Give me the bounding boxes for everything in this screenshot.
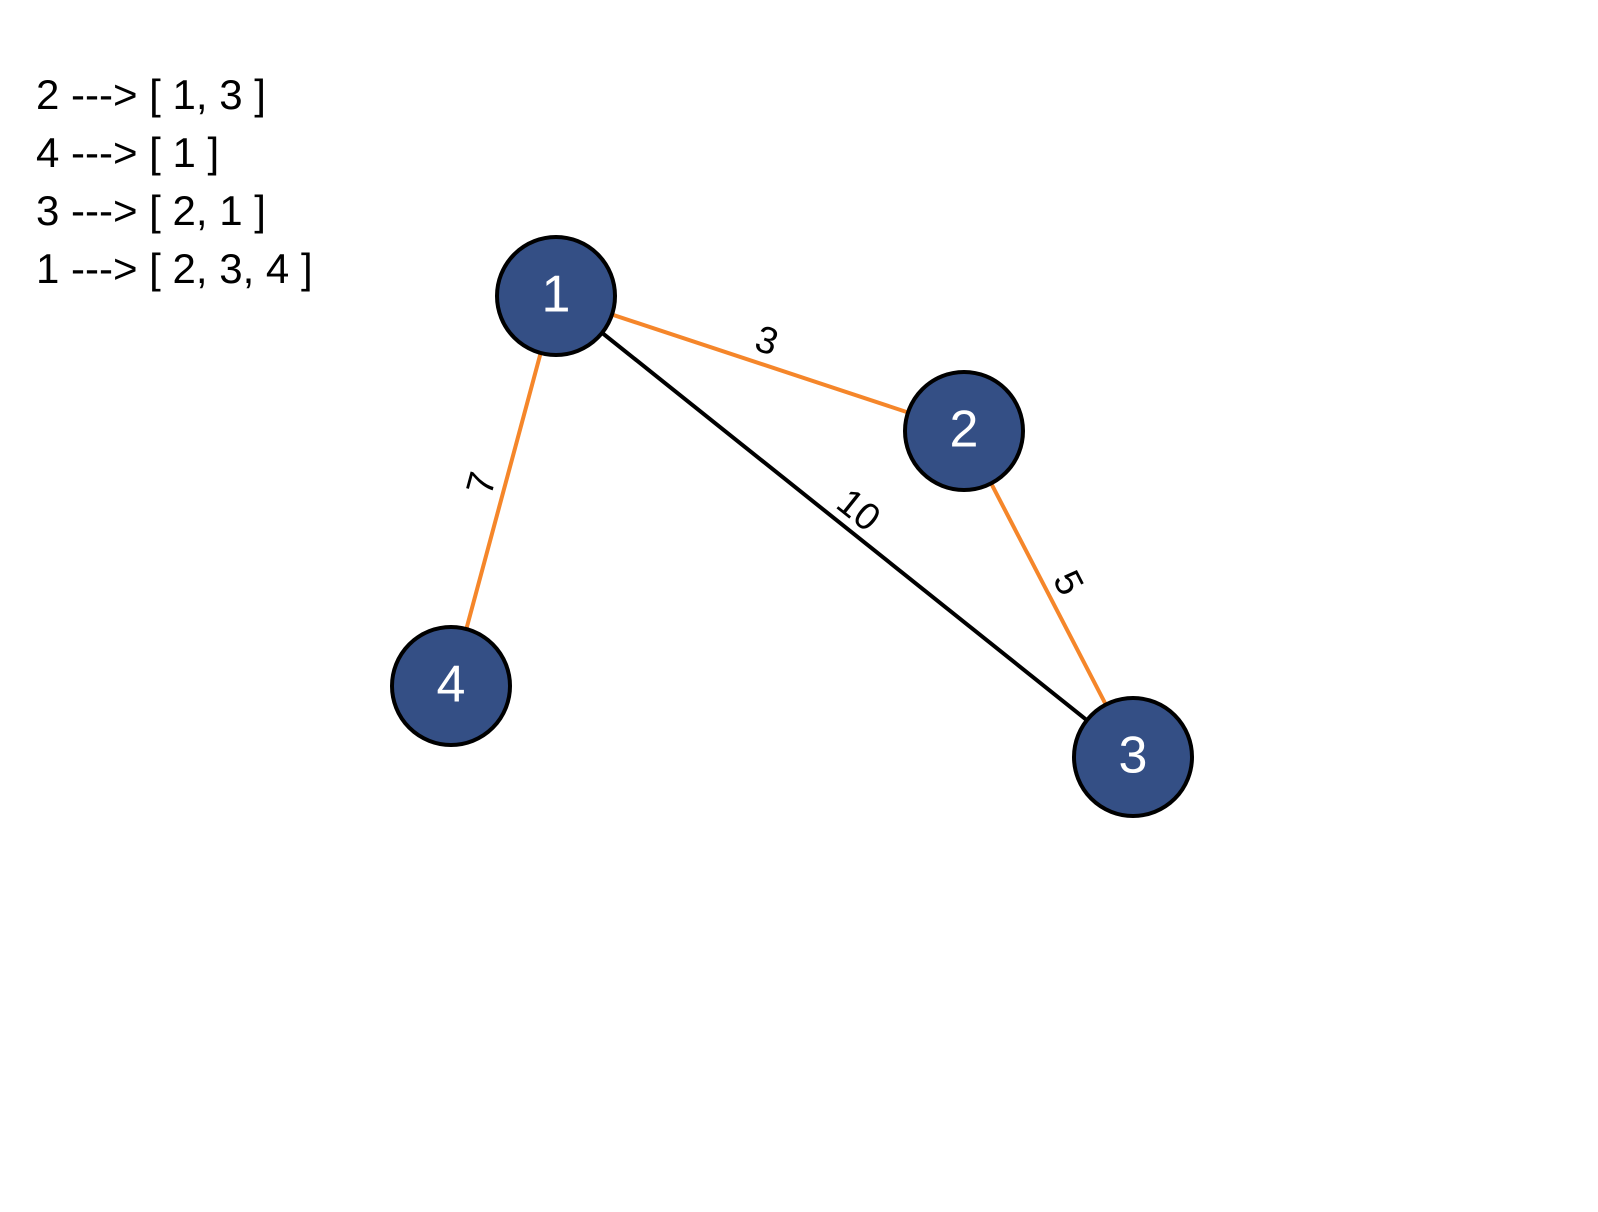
edge-weight-1-2: 3 — [750, 318, 783, 365]
node-circle-1 — [495, 235, 617, 357]
edge-weight-1-4: 7 — [459, 468, 505, 499]
edge-1-4 — [449, 295, 558, 687]
adjacency-entry-1: 1 ---> [ 2, 3, 4 ] — [36, 245, 313, 292]
edge-weight-1-3: 10 — [829, 481, 888, 540]
node-2: 2 — [903, 370, 1025, 492]
node-label-2: 2 — [950, 401, 979, 459]
node-3: 3 — [1072, 696, 1194, 818]
diagram-canvas: 2 ---> [ 1, 3 ] 4 ---> [ 1 ] 3 ---> [ 2,… — [36, 66, 1194, 818]
node-circle-2 — [903, 370, 1025, 492]
adjacency-entry-2: 2 ---> [ 1, 3 ] — [36, 71, 266, 118]
weighted-graph: 3 7 10 5 1 2 3 4 — [390, 235, 1194, 818]
adjacency-list: 2 ---> [ 1, 3 ] 4 ---> [ 1 ] 3 ---> [ 2,… — [36, 66, 313, 298]
edge-1-2 — [555, 294, 965, 433]
node-4: 4 — [390, 625, 512, 747]
node-label-4: 4 — [437, 656, 466, 714]
adjacency-entry-4: 4 ---> [ 1 ] — [36, 129, 220, 176]
nodes-layer: 1 2 3 4 — [390, 235, 1194, 818]
adjacency-entry-3: 3 ---> [ 2, 1 ] — [36, 187, 266, 234]
node-circle-3 — [1072, 696, 1194, 818]
node-circle-4 — [390, 625, 512, 747]
edges-layer — [449, 294, 1135, 759]
node-1: 1 — [495, 235, 617, 357]
node-label-1: 1 — [542, 266, 571, 324]
edge-1-3 — [554, 294, 1135, 759]
edge-2-3 — [962, 430, 1135, 758]
edge-weight-2-3: 5 — [1044, 564, 1091, 602]
node-label-3: 3 — [1119, 727, 1148, 785]
